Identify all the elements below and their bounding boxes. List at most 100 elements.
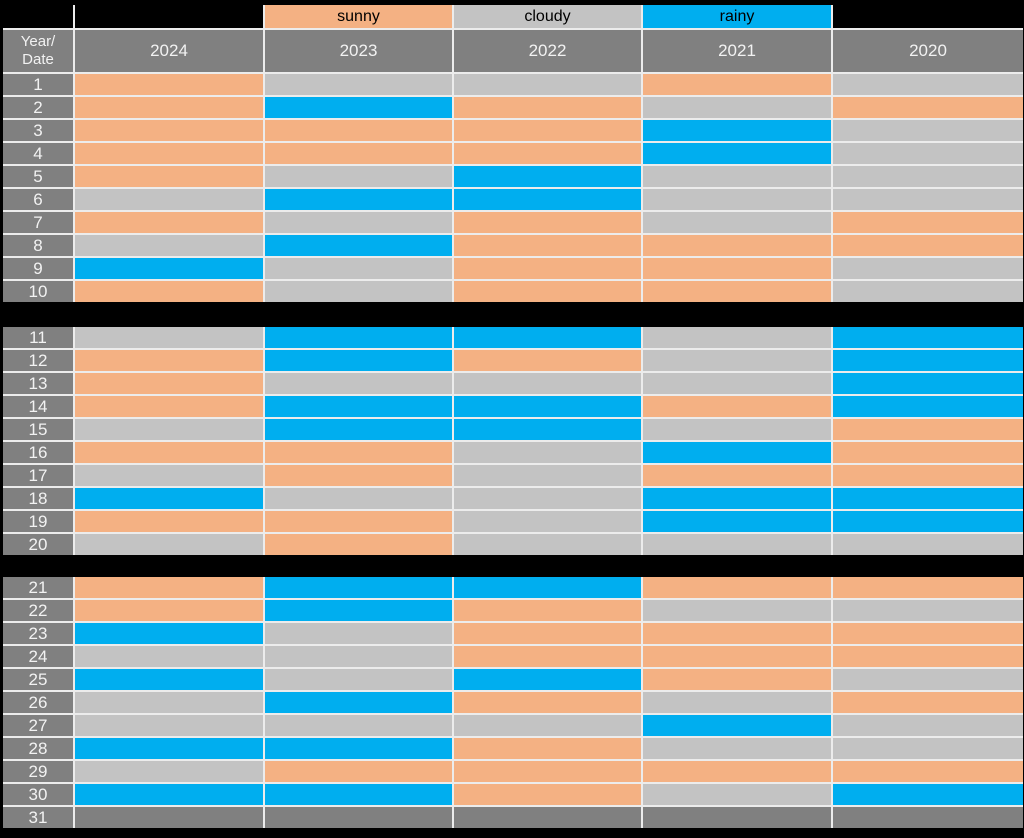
weather-cell-2023-25	[265, 669, 452, 690]
weather-cell-2024-25	[75, 669, 263, 690]
weather-cell-2020-16	[833, 442, 1023, 463]
weather-cell-2024-27	[75, 715, 263, 736]
weather-cell-2022-16	[454, 442, 641, 463]
date-label-1: 1	[3, 74, 73, 95]
weather-cell-2023-5	[265, 166, 452, 187]
weather-cell-2021-14	[643, 396, 831, 417]
date-label-5: 5	[3, 166, 73, 187]
date-label-22: 22	[3, 600, 73, 621]
weather-cell-2023-15	[265, 419, 452, 440]
legend-item-sunny: sunny	[265, 5, 452, 28]
legend-spacer-2020	[833, 5, 1023, 28]
weather-cell-2021-8	[643, 235, 831, 256]
weather-cell-2021-2	[643, 97, 831, 118]
weather-cell-2020-20	[833, 534, 1023, 555]
weather-cell-2023-12	[265, 350, 452, 371]
date-label-13: 13	[3, 373, 73, 394]
weather-cell-2023-31	[265, 807, 452, 828]
weather-cell-2023-28	[265, 738, 452, 759]
weather-cell-2020-13	[833, 373, 1023, 394]
date-label-31: 31	[3, 807, 73, 828]
weather-cell-2021-13	[643, 373, 831, 394]
block-gap-1	[3, 302, 1024, 327]
weather-cell-2021-26	[643, 692, 831, 713]
calendar-block-top: sunny cloudy rainy Year/ Date 2024 2023 …	[3, 5, 1023, 302]
year-header-2020: 2020	[833, 30, 1023, 72]
weather-cell-2021-24	[643, 646, 831, 667]
weather-cell-2020-17	[833, 465, 1023, 486]
weather-cell-2021-22	[643, 600, 831, 621]
date-label-17: 17	[3, 465, 73, 486]
weather-cell-2021-11	[643, 327, 831, 348]
year-header-2022: 2022	[454, 30, 641, 72]
weather-cell-2023-20	[265, 534, 452, 555]
weather-cell-2022-24	[454, 646, 641, 667]
weather-cell-2021-21	[643, 577, 831, 598]
weather-cell-2024-30	[75, 784, 263, 805]
date-label-7: 7	[3, 212, 73, 233]
weather-cell-2023-11	[265, 327, 452, 348]
weather-cell-2024-31	[75, 807, 263, 828]
weather-cell-2023-18	[265, 488, 452, 509]
weather-cell-2021-28	[643, 738, 831, 759]
date-label-11: 11	[3, 327, 73, 348]
weather-cell-2022-7	[454, 212, 641, 233]
weather-cell-2023-7	[265, 212, 452, 233]
weather-cell-2021-31	[643, 807, 831, 828]
weather-cell-2022-28	[454, 738, 641, 759]
weather-cell-2024-12	[75, 350, 263, 371]
weather-cell-2022-6	[454, 189, 641, 210]
weather-cell-2024-18	[75, 488, 263, 509]
weather-cell-2022-22	[454, 600, 641, 621]
weather-cell-2024-19	[75, 511, 263, 532]
weather-cell-2023-22	[265, 600, 452, 621]
weather-cell-2022-17	[454, 465, 641, 486]
weather-cell-2022-26	[454, 692, 641, 713]
weather-cell-2022-11	[454, 327, 641, 348]
weather-cell-2024-15	[75, 419, 263, 440]
weather-cell-2020-2	[833, 97, 1023, 118]
weather-cell-2020-23	[833, 623, 1023, 644]
year-header-2023: 2023	[265, 30, 452, 72]
calendar-block-middle: 11 12 13 14 15 16 17 18 19 20	[3, 327, 1023, 555]
weather-cell-2023-8	[265, 235, 452, 256]
weather-cell-2022-23	[454, 623, 641, 644]
legend-spacer-2024	[75, 5, 263, 28]
date-label-4: 4	[3, 143, 73, 164]
weather-cell-2024-4	[75, 143, 263, 164]
date-label-8: 8	[3, 235, 73, 256]
legend-item-rainy: rainy	[643, 5, 831, 28]
date-label-28: 28	[3, 738, 73, 759]
legend-item-cloudy: cloudy	[454, 5, 641, 28]
weather-cell-2024-10	[75, 281, 263, 302]
weather-cell-2022-13	[454, 373, 641, 394]
weather-cell-2022-2	[454, 97, 641, 118]
weather-cell-2021-19	[643, 511, 831, 532]
weather-cell-2024-16	[75, 442, 263, 463]
block-gap-2	[3, 555, 1024, 577]
weather-cell-2022-4	[454, 143, 641, 164]
weather-cell-2022-5	[454, 166, 641, 187]
weather-cell-2024-2	[75, 97, 263, 118]
date-label-27: 27	[3, 715, 73, 736]
weather-cell-2020-14	[833, 396, 1023, 417]
date-label-21: 21	[3, 577, 73, 598]
legend-corner-spacer	[3, 5, 73, 28]
weather-cell-2024-3	[75, 120, 263, 141]
weather-cell-2022-20	[454, 534, 641, 555]
weather-cell-2022-19	[454, 511, 641, 532]
weather-cell-2024-5	[75, 166, 263, 187]
weather-cell-2022-12	[454, 350, 641, 371]
weather-cell-2022-18	[454, 488, 641, 509]
weather-cell-2020-12	[833, 350, 1023, 371]
weather-cell-2020-22	[833, 600, 1023, 621]
weather-cell-2023-24	[265, 646, 452, 667]
weather-cell-2022-15	[454, 419, 641, 440]
weather-cell-2020-6	[833, 189, 1023, 210]
weather-cell-2024-22	[75, 600, 263, 621]
weather-cell-2024-28	[75, 738, 263, 759]
weather-cell-2020-7	[833, 212, 1023, 233]
date-label-18: 18	[3, 488, 73, 509]
weather-cell-2020-18	[833, 488, 1023, 509]
